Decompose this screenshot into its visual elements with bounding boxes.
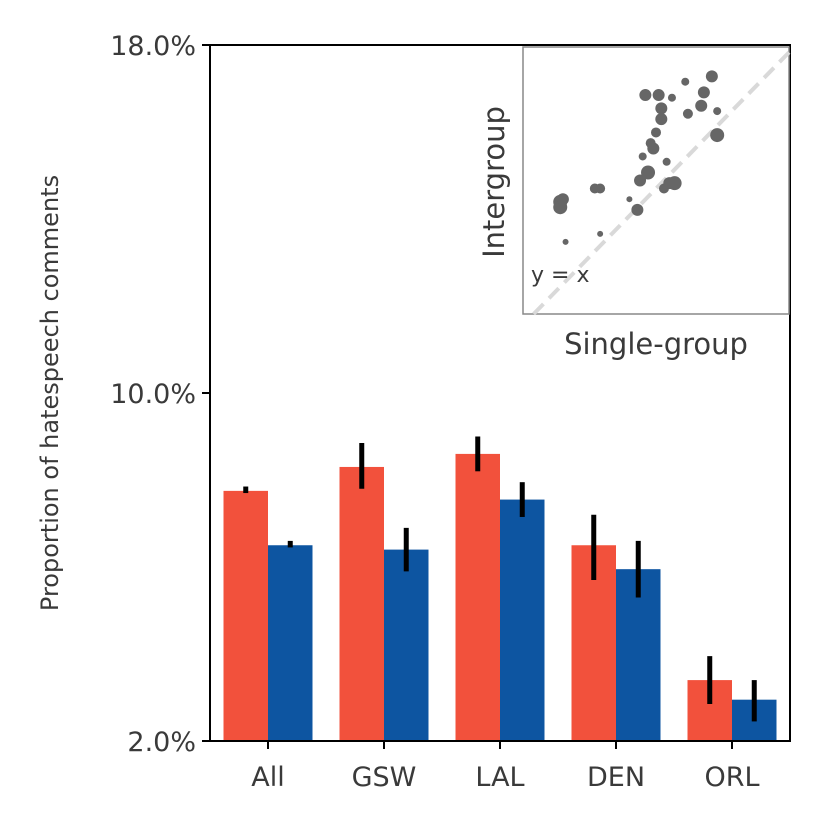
scatter-point bbox=[667, 93, 676, 102]
scatter-point bbox=[705, 70, 718, 83]
x-tick-label-all: All bbox=[251, 762, 284, 793]
y-tick-label: 10.0% bbox=[110, 379, 196, 410]
x-tick-label-den: DEN bbox=[587, 762, 645, 793]
scatter-point bbox=[710, 128, 725, 143]
scatter-point bbox=[595, 183, 606, 194]
inset-scatter: y = x Intergroup Single-group bbox=[477, 46, 791, 361]
y-axis-label: Proportion of hatespeech comments bbox=[36, 175, 64, 611]
error-bars bbox=[243, 436, 757, 722]
scatter-point bbox=[695, 99, 708, 112]
inset-x-axis-label: Single-group bbox=[564, 327, 748, 361]
bar-single-group-lal bbox=[455, 453, 500, 741]
scatter-point bbox=[634, 174, 647, 187]
scatter-point bbox=[667, 176, 682, 191]
axes bbox=[209, 44, 791, 742]
scatter-point bbox=[639, 89, 652, 102]
reference-line-label: y = x bbox=[531, 263, 589, 288]
scatter-point bbox=[655, 113, 668, 126]
y-tick-label: 2.0% bbox=[127, 727, 196, 758]
scatter-point bbox=[697, 86, 710, 99]
scatter-point bbox=[631, 203, 644, 216]
bar-intergroup-gsw bbox=[384, 549, 429, 741]
inset-y-axis-label: Intergroup bbox=[477, 106, 511, 258]
scatter-point bbox=[662, 157, 671, 166]
scatter-point bbox=[713, 107, 722, 116]
bar-intergroup-all bbox=[268, 545, 313, 741]
x-ticks: All GSW LAL DEN ORL bbox=[251, 741, 760, 793]
scatter-point bbox=[641, 165, 656, 180]
scatter-point bbox=[562, 238, 569, 245]
bar-single-group-gsw bbox=[339, 466, 384, 741]
y-ticks: 2.0% 10.0% 18.0% bbox=[110, 31, 210, 758]
bars bbox=[223, 453, 777, 741]
reference-line-y-equals-x bbox=[532, 50, 791, 316]
scatter-points bbox=[553, 70, 725, 245]
plot-frame bbox=[209, 44, 791, 742]
scatter-point bbox=[655, 102, 668, 115]
x-tick-label-lal: LAL bbox=[475, 762, 524, 793]
y-tick-label: 18.0% bbox=[110, 31, 196, 62]
scatter-point bbox=[638, 152, 647, 161]
bar-single-group-all bbox=[223, 490, 268, 741]
bar-intergroup-den bbox=[616, 569, 661, 741]
bar-plot: 2.0% 10.0% 18.0% All GSW LAL DEN ORL Proportio… bbox=[36, 31, 791, 793]
bar-intergroup-lal bbox=[500, 499, 545, 741]
scatter-point bbox=[651, 127, 661, 138]
scatter-point bbox=[556, 193, 569, 206]
x-tick-label-gsw: GSW bbox=[352, 762, 417, 793]
scatter-point bbox=[647, 142, 660, 155]
scatter-point bbox=[681, 77, 690, 86]
x-tick-label-orl: ORL bbox=[704, 762, 759, 793]
scatter-point bbox=[682, 108, 693, 119]
scatter-point bbox=[652, 89, 665, 102]
scatter-point bbox=[597, 230, 604, 237]
scatter-point bbox=[626, 196, 633, 203]
